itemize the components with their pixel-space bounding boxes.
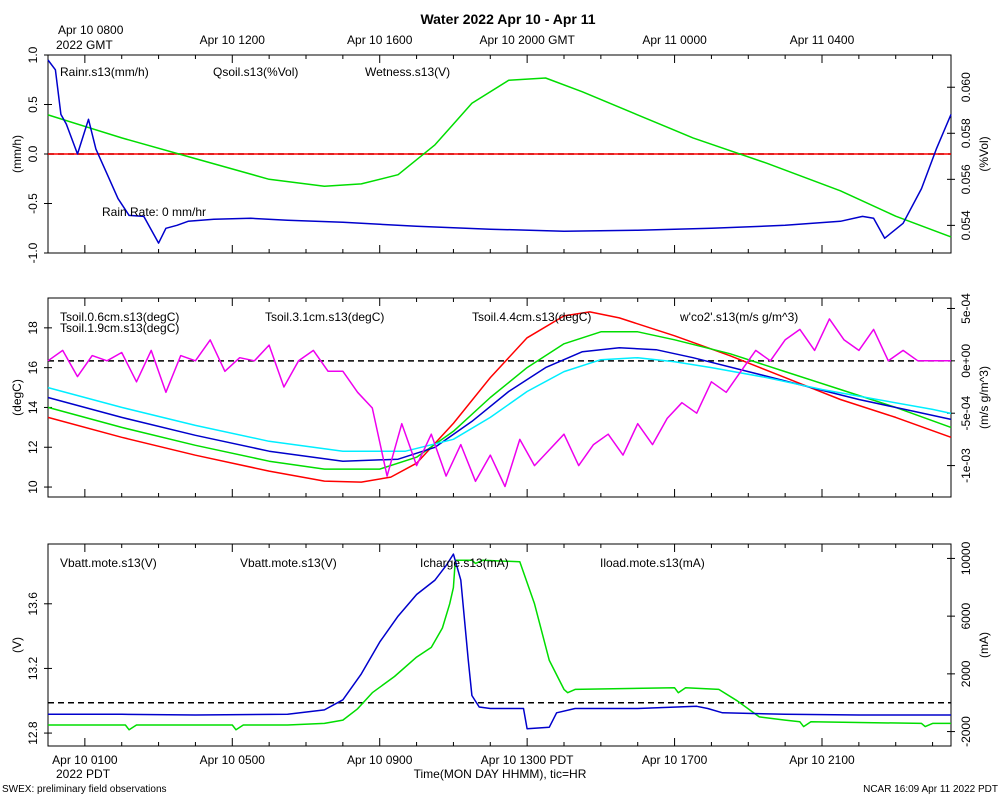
y-axis-label-left: (V) bbox=[10, 637, 24, 653]
legend-tsoil-0-6cm: Tsoil.0.6cm.s13(degC) bbox=[60, 310, 179, 324]
gmt-first-label-line2: 2022 GMT bbox=[56, 38, 113, 52]
y-tick-label-left: 0.0 bbox=[26, 145, 40, 162]
x-axis-label: Time(MON DAY HHMM), tic=HR bbox=[414, 767, 587, 781]
y-tick-label-right: 6000 bbox=[959, 602, 973, 629]
legend-tsoil-4-4cm: Tsoil.4.4cm.s13(degC) bbox=[472, 310, 591, 324]
legend-rainr: Rainr.s13(mm/h) bbox=[60, 65, 149, 79]
y-tick-label-left: -1.0 bbox=[26, 242, 40, 263]
legend-icharge: Icharge.s13(mA) bbox=[420, 556, 509, 570]
chart-title: Water 2022 Apr 10 - Apr 11 bbox=[420, 11, 595, 27]
y-tick-label-left: 18 bbox=[26, 321, 40, 335]
pdt-axis-label: Apr 10 0900 bbox=[347, 753, 413, 767]
rain-rate-annotation: Rain Rate: 0 mm/hr bbox=[102, 205, 206, 219]
y-tick-label-right: -1e-03 bbox=[959, 448, 973, 483]
series-line-tsoil-3-1cm-s13-degc bbox=[47, 347, 952, 462]
series-line-qsoil-s13-vol bbox=[47, 77, 952, 238]
gmt-axis-labels: Apr 10 1200 Apr 10 1600 Apr 10 2000 GMT Apr… bbox=[200, 33, 855, 47]
y-tick-label-right: -5e-04 bbox=[959, 396, 973, 431]
series-line-tsoil-1-9cm-s13-degc bbox=[47, 331, 952, 470]
series-line-tsoil-4-4cm-s13-degc bbox=[47, 356, 952, 452]
y-tick-label-right: 10000 bbox=[959, 541, 973, 575]
series-line-icharge-s13-ma bbox=[48, 553, 951, 730]
legend-tsoil-3-1cm: Tsoil.3.1cm.s13(degC) bbox=[265, 310, 384, 324]
gmt-first-label-line1: Apr 10 0800 bbox=[58, 23, 124, 37]
gmt-axis-label: Apr 11 0400 bbox=[790, 33, 855, 47]
pdt-axis-label: Apr 10 1300 PDT bbox=[481, 753, 574, 767]
y-tick-label-left: 12 bbox=[26, 440, 40, 454]
gmt-axis-label: Apr 10 1600 bbox=[347, 33, 413, 47]
series-line-tsoil-0-6cm-s13-degc bbox=[47, 311, 952, 483]
y-tick-label-right: 0.058 bbox=[959, 118, 973, 148]
legend-iload: Iload.mote.s13(mA) bbox=[600, 556, 705, 570]
panel-soil-temp: 10 12 14 16 18 -1e-03 -5e-04 0e+00 5e-04 (degC) (m… bbox=[10, 293, 991, 498]
legend-wco2: w'co2'.s13(m/s g/m^3) bbox=[679, 310, 798, 324]
y-tick-label-left: 13.2 bbox=[26, 656, 40, 680]
y-tick-label-right: 2000 bbox=[959, 660, 973, 687]
footer-right: NCAR 16:09 Apr 11 2022 PDT bbox=[863, 784, 998, 795]
y-tick-label-left: 16 bbox=[26, 361, 40, 375]
footer-left: SWEX: preliminary field observations bbox=[2, 784, 167, 795]
y-tick-label-right: 5e-04 bbox=[959, 293, 973, 324]
pdt-year-label: 2022 PDT bbox=[56, 767, 111, 781]
y-axis-label-left: (mm/h) bbox=[10, 135, 24, 173]
panel-battery: 12.8 13.2 13.6 -2000 2000 6000 10000 (V) (mA) bbox=[10, 541, 991, 747]
y-tick-label-left: 0.5 bbox=[26, 96, 40, 113]
pdt-axis-label: Apr 10 2100 bbox=[789, 753, 855, 767]
legend-vbatt-green: Vbatt.mote.s13(V) bbox=[240, 556, 337, 570]
series-line-w-co2-s13-m-s-g-m-3 bbox=[47, 318, 951, 488]
pdt-axis-label: Apr 10 0500 bbox=[200, 753, 266, 767]
y-axis-label-right: (m/s g/m^3) bbox=[977, 366, 991, 429]
plot-frame bbox=[47, 297, 952, 498]
y-axis-label-right: (mA) bbox=[977, 632, 991, 658]
y-tick-label-left: 10 bbox=[26, 480, 40, 494]
legend-battery: Vbatt.mote.s13(V) Vbatt.mote.s13(V) Icha… bbox=[60, 556, 705, 570]
series-line-vbatt-mote-s13-v bbox=[48, 559, 951, 731]
legend-water: Rainr.s13(mm/h) Qsoil.s13(%Vol) Wetness.… bbox=[60, 65, 450, 219]
gmt-axis-label: Apr 10 1200 bbox=[200, 33, 266, 47]
panel-water: -1.0 -0.5 0.0 0.5 1.0 0.054 0.056 0.058 0.060 (mm… bbox=[10, 46, 991, 263]
gmt-axis-label: Apr 11 0000 bbox=[642, 33, 707, 47]
legend-wetness: Wetness.s13(V) bbox=[365, 65, 450, 79]
y-axis-label-left: (degC) bbox=[10, 379, 24, 416]
legend-soil-temp: Tsoil.0.6cm.s13(degC) Tsoil.1.9cm.s13(de… bbox=[60, 310, 798, 335]
pdt-axis-labels: Apr 10 0100 Apr 10 0500 Apr 10 0900 Apr 10 … bbox=[52, 753, 855, 767]
y-tick-label-right: 0e+00 bbox=[959, 344, 973, 378]
y-tick-label-left: 13.6 bbox=[26, 592, 40, 616]
legend-tsoil-1-9cm: Tsoil.1.9cm.s13(degC) bbox=[60, 321, 179, 335]
y-tick-label-left: 1.0 bbox=[26, 46, 40, 63]
series-line-wetness-s13-v bbox=[47, 59, 952, 244]
y-tick-label-right: 0.054 bbox=[959, 210, 973, 240]
y-tick-label-right: 0.060 bbox=[959, 72, 973, 102]
y-tick-label-right: 0.056 bbox=[959, 164, 973, 194]
gmt-axis-label: Apr 10 2000 GMT bbox=[479, 33, 575, 47]
y-tick-label-right: -2000 bbox=[959, 716, 973, 747]
y-tick-label-left: 12.8 bbox=[26, 721, 40, 745]
y-tick-label-left: 14 bbox=[26, 400, 40, 414]
pdt-axis-label: Apr 10 1700 bbox=[642, 753, 708, 767]
y-axis-label-right: (%Vol) bbox=[977, 136, 991, 171]
legend-vbatt-red: Vbatt.mote.s13(V) bbox=[60, 556, 157, 570]
plot-frame bbox=[47, 543, 952, 747]
legend-qsoil: Qsoil.s13(%Vol) bbox=[213, 65, 298, 79]
pdt-axis-label: Apr 10 0100 bbox=[52, 753, 118, 767]
y-tick-label-left: -0.5 bbox=[26, 193, 40, 214]
